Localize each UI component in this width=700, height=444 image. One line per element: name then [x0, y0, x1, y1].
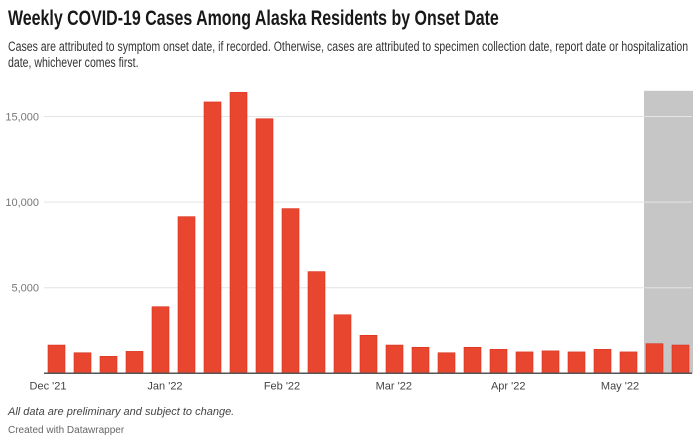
- bar: [619, 351, 638, 374]
- credit-link[interactable]: Created with Datawrapper: [8, 425, 125, 436]
- bar: [99, 356, 118, 374]
- bar: [541, 350, 560, 374]
- x-tick-label: Dec '21: [30, 380, 67, 392]
- bar: [567, 351, 586, 374]
- bar: [593, 349, 612, 374]
- bar: [281, 208, 300, 374]
- bar-chart: 5,000 10,000 15,000 Dec '21 Jan '22 Feb '22 Ma…: [5, 90, 693, 392]
- bar: [47, 344, 66, 374]
- bar: [515, 351, 534, 374]
- preliminary-shade: [644, 90, 693, 374]
- x-tick-label: Apr '22: [491, 380, 526, 392]
- chart-notes: All data are preliminary and subject to …: [8, 406, 235, 418]
- bar: [463, 346, 482, 374]
- x-tick-label: Jan '22: [147, 380, 182, 392]
- bar: [385, 344, 404, 374]
- x-tick-label: Mar '22: [376, 380, 412, 392]
- chart-title: Weekly COVID-19 Cases Among Alaska Resid…: [8, 7, 499, 30]
- bar: [151, 306, 170, 374]
- bar: [177, 216, 196, 374]
- bar: [307, 271, 326, 374]
- x-tick-label: May '22: [601, 380, 639, 392]
- bar: [73, 352, 92, 374]
- chart-subtitle: Cases are attributed to symptom onset da…: [8, 39, 689, 70]
- bar: [333, 314, 352, 374]
- bar: [359, 334, 378, 374]
- x-tick-label: Feb '22: [264, 380, 300, 392]
- bar: [125, 351, 144, 374]
- y-tick-label: 10,000: [5, 197, 39, 209]
- y-tick-label: 5,000: [11, 283, 39, 295]
- y-tick-label: 15,000: [5, 112, 39, 124]
- bar: [437, 352, 456, 374]
- bar: [645, 343, 664, 374]
- bar: [411, 346, 430, 374]
- bar: [489, 349, 508, 374]
- bar: [255, 118, 274, 374]
- bar: [229, 92, 248, 374]
- bar: [671, 344, 690, 374]
- bar: [203, 101, 222, 374]
